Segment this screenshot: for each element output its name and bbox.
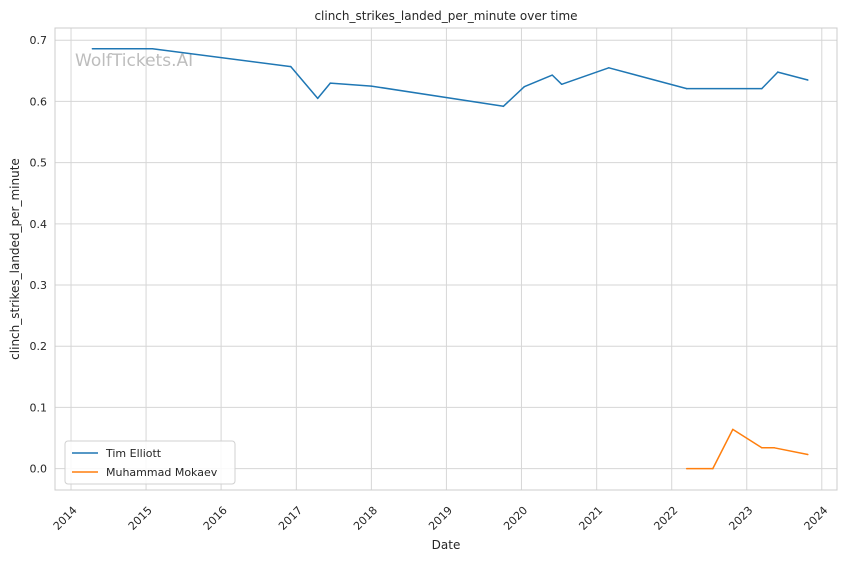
y-tick-label: 0.4 xyxy=(30,218,48,231)
data-point-tim-elliott xyxy=(151,48,154,50)
legend-label-muhammad-mokaev: Muhammad Mokaev xyxy=(106,466,218,479)
y-tick-label: 0.0 xyxy=(30,463,48,476)
data-point-tim-elliott xyxy=(523,85,526,88)
x-axis-title: Date xyxy=(432,538,461,552)
y-tick-label: 0.5 xyxy=(30,157,48,170)
y-tick-label: 0.3 xyxy=(30,279,48,292)
y-axis-title: clinch_strikes_landed_per_minute xyxy=(8,158,22,360)
data-point-tim-elliott xyxy=(608,67,610,69)
y-tick-label: 0.7 xyxy=(30,34,48,47)
data-point-muhammad-mokaev xyxy=(685,467,688,470)
y-axis-ticks: 0.0 0.1 0.2 0.3 0.4 0.5 0.6 0.7 xyxy=(30,34,48,475)
data-point-tim-elliott xyxy=(316,97,319,100)
series-lines xyxy=(91,48,809,470)
series-line-muhammad-mokaev xyxy=(686,428,808,470)
data-point-muhammad-mokaev xyxy=(773,447,776,449)
data-point-tim-elliott xyxy=(685,87,688,90)
legend-box xyxy=(64,440,236,485)
data-point-muhammad-mokaev xyxy=(712,467,714,470)
data-point-tim-elliott xyxy=(761,87,763,90)
data-point-muhammad-mokaev xyxy=(807,453,809,456)
data-point-muhammad-mokaev xyxy=(761,447,763,449)
data-point-tim-elliott xyxy=(370,85,373,87)
y-tick-label: 0.6 xyxy=(30,95,48,108)
y-tick-label: 0.1 xyxy=(30,401,48,414)
watermark: WolfTickets.AI xyxy=(75,51,193,71)
legend: Tim Elliott Muhammad Mokaev xyxy=(64,440,236,485)
data-point-tim-elliott xyxy=(551,74,554,76)
grid xyxy=(55,28,837,490)
data-point-tim-elliott xyxy=(502,105,505,108)
data-point-tim-elliott xyxy=(560,83,563,86)
legend-label-tim-elliott: Tim Elliott xyxy=(105,447,162,460)
data-point-tim-elliott xyxy=(329,82,332,84)
data-point-tim-elliott xyxy=(91,48,94,50)
data-point-tim-elliott xyxy=(777,71,779,73)
data-point-muhammad-mokaev xyxy=(732,428,734,431)
y-tick-label: 0.2 xyxy=(30,340,48,353)
chart-title: clinch_strikes_landed_per_minute over ti… xyxy=(314,9,577,23)
data-point-tim-elliott xyxy=(290,65,292,68)
data-point-tim-elliott xyxy=(807,79,809,81)
plot-area-frame xyxy=(54,27,838,491)
